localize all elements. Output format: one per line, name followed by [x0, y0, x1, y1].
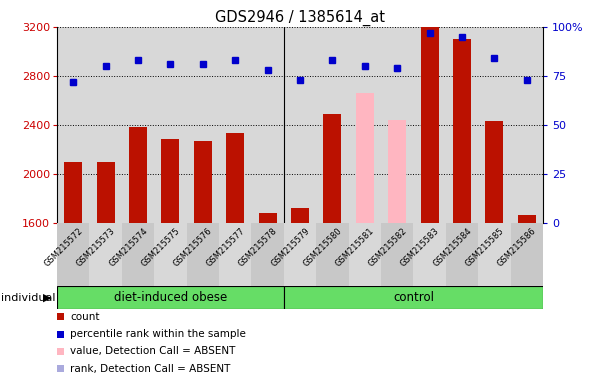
Text: control: control [393, 291, 434, 304]
Text: GSM215578: GSM215578 [236, 226, 279, 268]
Text: GSM215574: GSM215574 [107, 226, 149, 268]
Bar [388, 120, 406, 223]
Bar [446, 223, 478, 286]
Bar [284, 286, 543, 309]
Text: GSM215582: GSM215582 [366, 226, 409, 268]
Text: ▶: ▶ [43, 293, 52, 303]
Text: GSM215586: GSM215586 [496, 226, 538, 268]
Text: GSM215585: GSM215585 [463, 226, 506, 268]
Text: GSM215572: GSM215572 [42, 226, 85, 268]
Text: GSM215577: GSM215577 [204, 226, 247, 268]
Bar [259, 213, 277, 223]
Text: rank, Detection Call = ABSENT: rank, Detection Call = ABSENT [70, 364, 230, 374]
Bar [349, 223, 381, 286]
Bar [485, 121, 503, 223]
Text: GSM215583: GSM215583 [398, 226, 441, 268]
Bar [64, 162, 82, 223]
Text: individual: individual [1, 293, 55, 303]
Bar [478, 223, 511, 286]
Bar [154, 223, 187, 286]
Bar [291, 208, 309, 223]
Bar [251, 223, 284, 286]
Bar [57, 286, 284, 309]
Bar [413, 223, 446, 286]
Text: GSM215580: GSM215580 [301, 226, 344, 268]
Bar [97, 162, 115, 223]
Text: diet-induced obese: diet-induced obese [114, 291, 227, 304]
Text: GDS2946 / 1385614_at: GDS2946 / 1385614_at [215, 10, 385, 26]
Bar [219, 223, 251, 286]
Bar [284, 223, 316, 286]
Bar [518, 215, 536, 223]
Bar [323, 114, 341, 223]
Bar [226, 133, 244, 223]
Bar [122, 223, 154, 286]
Bar [381, 223, 413, 286]
Text: value, Detection Call = ABSENT: value, Detection Call = ABSENT [70, 346, 235, 356]
Bar [421, 27, 439, 223]
Text: GSM215575: GSM215575 [139, 226, 182, 268]
Bar [316, 223, 349, 286]
Bar [194, 141, 212, 223]
Bar [161, 139, 179, 223]
Text: count: count [70, 312, 100, 322]
Text: GSM215579: GSM215579 [269, 226, 311, 268]
Bar [64, 162, 82, 223]
Bar [511, 223, 543, 286]
Bar [356, 93, 374, 223]
Text: GSM215573: GSM215573 [74, 226, 117, 268]
Text: GSM215581: GSM215581 [334, 226, 376, 268]
Bar [129, 127, 147, 223]
Text: GSM215576: GSM215576 [172, 226, 214, 268]
Bar [453, 39, 471, 223]
Bar [57, 223, 89, 286]
Text: GSM215584: GSM215584 [431, 226, 473, 268]
Text: percentile rank within the sample: percentile rank within the sample [70, 329, 246, 339]
Bar [89, 223, 122, 286]
Bar [187, 223, 219, 286]
